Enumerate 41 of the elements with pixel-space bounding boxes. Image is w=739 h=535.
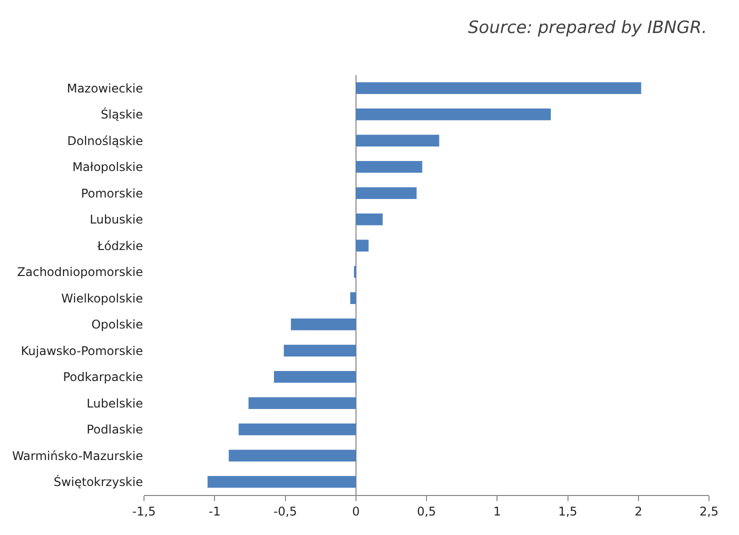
bar	[356, 134, 440, 147]
bar	[356, 213, 383, 226]
bar	[228, 450, 356, 462]
bar	[356, 187, 417, 200]
y-tick-label: Zachodniopomorskie	[17, 265, 143, 280]
x-tick-label: 0,5	[416, 504, 436, 518]
bar	[290, 318, 356, 330]
bar	[350, 292, 356, 304]
y-tick-label: Świętokrzyskie	[54, 474, 143, 490]
y-tick-label: Pomorskie	[80, 186, 143, 200]
y-tick-label: Opolskie	[91, 318, 143, 332]
x-tick-label: 0	[352, 504, 360, 518]
x-tick-label: 2,5	[699, 504, 719, 518]
y-tick-label: Mazowieckie	[66, 81, 143, 96]
x-tick-label: 1	[493, 504, 501, 518]
y-tick-label: Podlaskie	[86, 422, 143, 437]
y-tick-label: Dolnośląskie	[67, 134, 143, 148]
y-tick-label: Podkarpackie	[62, 370, 143, 384]
y-tick-label: Warmińsko-Mazurskie	[12, 448, 143, 463]
bar	[356, 240, 369, 252]
bar	[356, 108, 551, 120]
bar	[356, 160, 422, 173]
y-tick-label: Lubuskie	[90, 212, 143, 227]
bar	[274, 370, 356, 383]
x-tick-label: -1,5	[132, 504, 156, 518]
y-tick-label: Małopolskie	[72, 160, 143, 174]
bar	[238, 423, 356, 436]
bar	[248, 397, 356, 410]
source-note: Source: prepared by IBNGR.	[468, 18, 708, 38]
x-tick-label: -0,5	[274, 504, 297, 518]
y-tick-label: Kujawsko-Pomorskie	[20, 344, 143, 358]
bar	[208, 476, 356, 488]
y-tick-label: Łódzkie	[96, 238, 143, 253]
y-tick-label: Wielkopolskie	[61, 291, 143, 306]
x-tick-label: 2	[634, 504, 642, 518]
y-tick-label: Śląskie	[100, 106, 143, 122]
bar	[284, 344, 356, 357]
y-tick-label: Lubelskie	[86, 396, 143, 410]
x-tick-label: 1,5	[558, 504, 578, 518]
x-tick-label: -1	[208, 504, 221, 518]
bar	[356, 82, 642, 94]
